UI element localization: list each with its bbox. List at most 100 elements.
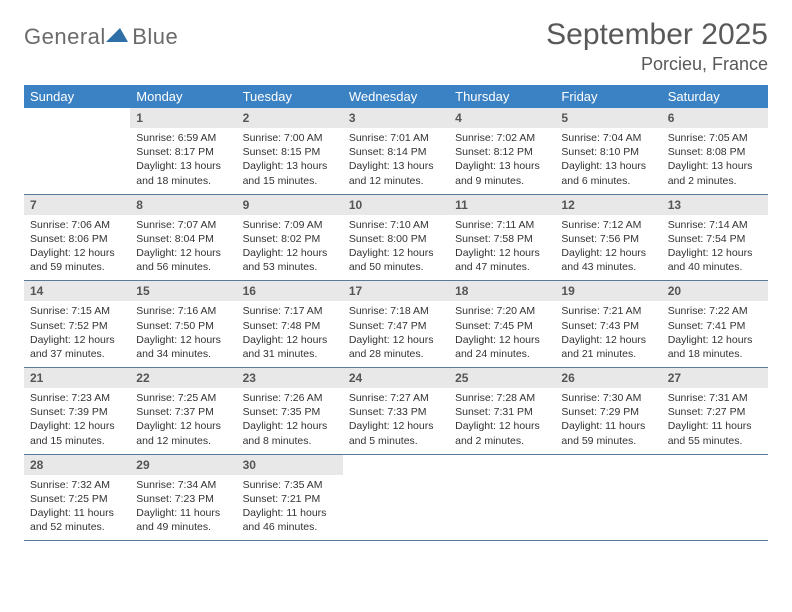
day-body: Sunrise: 6:59 AMSunset: 8:17 PMDaylight:…	[130, 128, 236, 194]
calendar-week-row: 7Sunrise: 7:06 AMSunset: 8:06 PMDaylight…	[24, 194, 768, 281]
day-body: Sunrise: 7:18 AMSunset: 7:47 PMDaylight:…	[343, 301, 449, 367]
calendar-day-cell	[24, 108, 130, 194]
calendar-day-cell: 20Sunrise: 7:22 AMSunset: 7:41 PMDayligh…	[662, 281, 768, 368]
day-number: 9	[237, 195, 343, 215]
calendar-day-cell: 8Sunrise: 7:07 AMSunset: 8:04 PMDaylight…	[130, 194, 236, 281]
day-body: Sunrise: 7:15 AMSunset: 7:52 PMDaylight:…	[24, 301, 130, 367]
calendar-day-cell: 16Sunrise: 7:17 AMSunset: 7:48 PMDayligh…	[237, 281, 343, 368]
sunset-text: Sunset: 7:52 PM	[30, 319, 124, 333]
calendar-day-cell: 29Sunrise: 7:34 AMSunset: 7:23 PMDayligh…	[130, 454, 236, 541]
sunrise-text: Sunrise: 7:22 AM	[668, 304, 762, 318]
sunrise-text: Sunrise: 7:35 AM	[243, 478, 337, 492]
logo-triangle-icon	[106, 26, 128, 49]
day-number: 8	[130, 195, 236, 215]
sunrise-text: Sunrise: 7:04 AM	[561, 131, 655, 145]
sunrise-text: Sunrise: 7:05 AM	[668, 131, 762, 145]
sunset-text: Sunset: 8:17 PM	[136, 145, 230, 159]
sunrise-text: Sunrise: 7:07 AM	[136, 218, 230, 232]
day-number: 25	[449, 368, 555, 388]
sunset-text: Sunset: 7:50 PM	[136, 319, 230, 333]
day-body: Sunrise: 7:04 AMSunset: 8:10 PMDaylight:…	[555, 128, 661, 194]
daylight-text: Daylight: 13 hours and 15 minutes.	[243, 159, 337, 187]
daylight-text: Daylight: 11 hours and 46 minutes.	[243, 506, 337, 534]
calendar-table: Sunday Monday Tuesday Wednesday Thursday…	[24, 85, 768, 541]
calendar-day-cell: 3Sunrise: 7:01 AMSunset: 8:14 PMDaylight…	[343, 108, 449, 194]
sunrise-text: Sunrise: 7:06 AM	[30, 218, 124, 232]
day-body: Sunrise: 7:27 AMSunset: 7:33 PMDaylight:…	[343, 388, 449, 454]
sunrise-text: Sunrise: 7:23 AM	[30, 391, 124, 405]
sunrise-text: Sunrise: 7:09 AM	[243, 218, 337, 232]
day-number: 21	[24, 368, 130, 388]
day-number: 12	[555, 195, 661, 215]
sunrise-text: Sunrise: 7:30 AM	[561, 391, 655, 405]
sunset-text: Sunset: 8:06 PM	[30, 232, 124, 246]
calendar-day-cell: 6Sunrise: 7:05 AMSunset: 8:08 PMDaylight…	[662, 108, 768, 194]
day-body: Sunrise: 7:00 AMSunset: 8:15 PMDaylight:…	[237, 128, 343, 194]
daylight-text: Daylight: 12 hours and 28 minutes.	[349, 333, 443, 361]
sunset-text: Sunset: 8:15 PM	[243, 145, 337, 159]
day-body: Sunrise: 7:35 AMSunset: 7:21 PMDaylight:…	[237, 475, 343, 541]
sunrise-text: Sunrise: 7:02 AM	[455, 131, 549, 145]
sunset-text: Sunset: 7:39 PM	[30, 405, 124, 419]
title-block: September 2025 Porcieu, France	[546, 18, 768, 75]
sunrise-text: Sunrise: 7:01 AM	[349, 131, 443, 145]
daylight-text: Daylight: 12 hours and 43 minutes.	[561, 246, 655, 274]
sunrise-text: Sunrise: 7:31 AM	[668, 391, 762, 405]
calendar-day-cell: 19Sunrise: 7:21 AMSunset: 7:43 PMDayligh…	[555, 281, 661, 368]
day-number: 27	[662, 368, 768, 388]
day-body: Sunrise: 7:22 AMSunset: 7:41 PMDaylight:…	[662, 301, 768, 367]
calendar-day-cell: 27Sunrise: 7:31 AMSunset: 7:27 PMDayligh…	[662, 368, 768, 455]
day-body: Sunrise: 7:34 AMSunset: 7:23 PMDaylight:…	[130, 475, 236, 541]
daylight-text: Daylight: 13 hours and 6 minutes.	[561, 159, 655, 187]
sunset-text: Sunset: 7:45 PM	[455, 319, 549, 333]
calendar-day-cell: 5Sunrise: 7:04 AMSunset: 8:10 PMDaylight…	[555, 108, 661, 194]
day-number: 16	[237, 281, 343, 301]
daylight-text: Daylight: 12 hours and 8 minutes.	[243, 419, 337, 447]
calendar-day-cell: 21Sunrise: 7:23 AMSunset: 7:39 PMDayligh…	[24, 368, 130, 455]
sunset-text: Sunset: 7:33 PM	[349, 405, 443, 419]
day-number: 4	[449, 108, 555, 128]
calendar-day-cell: 17Sunrise: 7:18 AMSunset: 7:47 PMDayligh…	[343, 281, 449, 368]
sunset-text: Sunset: 8:10 PM	[561, 145, 655, 159]
daylight-text: Daylight: 12 hours and 24 minutes.	[455, 333, 549, 361]
day-body: Sunrise: 7:01 AMSunset: 8:14 PMDaylight:…	[343, 128, 449, 194]
day-body: Sunrise: 7:09 AMSunset: 8:02 PMDaylight:…	[237, 215, 343, 281]
daylight-text: Daylight: 11 hours and 49 minutes.	[136, 506, 230, 534]
sunset-text: Sunset: 7:31 PM	[455, 405, 549, 419]
day-number: 19	[555, 281, 661, 301]
sunset-text: Sunset: 7:29 PM	[561, 405, 655, 419]
day-body: Sunrise: 7:14 AMSunset: 7:54 PMDaylight:…	[662, 215, 768, 281]
day-number: 13	[662, 195, 768, 215]
sunset-text: Sunset: 7:43 PM	[561, 319, 655, 333]
sunset-text: Sunset: 7:35 PM	[243, 405, 337, 419]
calendar-day-cell	[555, 454, 661, 541]
daylight-text: Daylight: 13 hours and 2 minutes.	[668, 159, 762, 187]
day-number: 2	[237, 108, 343, 128]
logo-word2: Blue	[132, 24, 178, 49]
sunset-text: Sunset: 8:12 PM	[455, 145, 549, 159]
calendar-day-cell: 18Sunrise: 7:20 AMSunset: 7:45 PMDayligh…	[449, 281, 555, 368]
sunset-text: Sunset: 7:27 PM	[668, 405, 762, 419]
day-number: 14	[24, 281, 130, 301]
sunrise-text: Sunrise: 7:34 AM	[136, 478, 230, 492]
sunrise-text: Sunrise: 7:11 AM	[455, 218, 549, 232]
sunrise-text: Sunrise: 7:15 AM	[30, 304, 124, 318]
calendar-week-row: 14Sunrise: 7:15 AMSunset: 7:52 PMDayligh…	[24, 281, 768, 368]
day-number: 6	[662, 108, 768, 128]
sunset-text: Sunset: 8:04 PM	[136, 232, 230, 246]
weekday-header: Thursday	[449, 85, 555, 108]
sunrise-text: Sunrise: 7:27 AM	[349, 391, 443, 405]
day-body: Sunrise: 7:17 AMSunset: 7:48 PMDaylight:…	[237, 301, 343, 367]
calendar-day-cell	[343, 454, 449, 541]
sunset-text: Sunset: 7:37 PM	[136, 405, 230, 419]
day-body: Sunrise: 7:12 AMSunset: 7:56 PMDaylight:…	[555, 215, 661, 281]
weekday-header-row: Sunday Monday Tuesday Wednesday Thursday…	[24, 85, 768, 108]
sunset-text: Sunset: 7:56 PM	[561, 232, 655, 246]
calendar-day-cell: 30Sunrise: 7:35 AMSunset: 7:21 PMDayligh…	[237, 454, 343, 541]
day-body: Sunrise: 7:02 AMSunset: 8:12 PMDaylight:…	[449, 128, 555, 194]
day-body: Sunrise: 7:30 AMSunset: 7:29 PMDaylight:…	[555, 388, 661, 454]
calendar-day-cell: 7Sunrise: 7:06 AMSunset: 8:06 PMDaylight…	[24, 194, 130, 281]
location: Porcieu, France	[546, 54, 768, 75]
weekday-header: Sunday	[24, 85, 130, 108]
day-number: 18	[449, 281, 555, 301]
